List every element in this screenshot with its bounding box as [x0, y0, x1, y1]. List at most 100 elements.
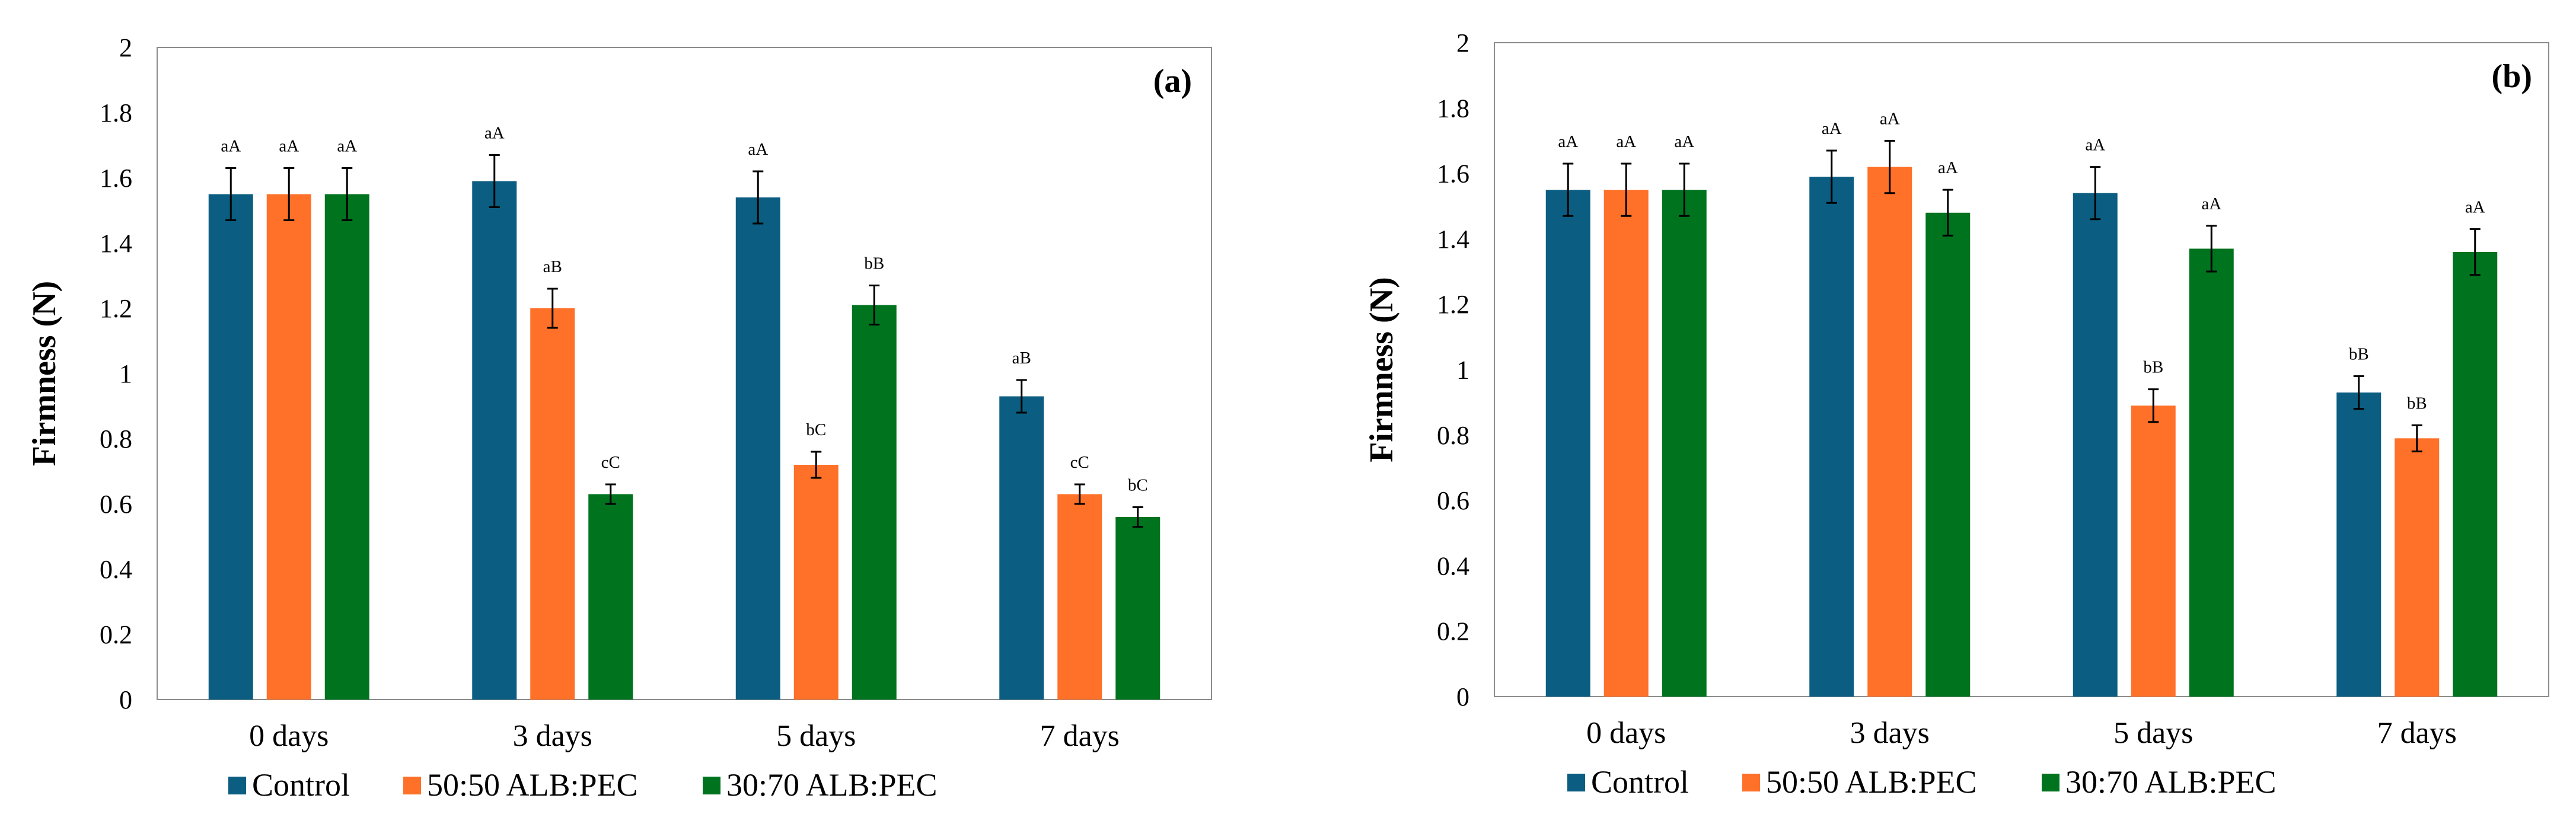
x-tick-label: 5 days: [776, 719, 856, 753]
significance-label: bB: [2349, 345, 2369, 364]
bar: [2453, 251, 2498, 697]
y-tick-label: 0.6: [1437, 486, 1469, 515]
bar: [1662, 190, 1707, 697]
x-tick-label: 3 days: [513, 719, 592, 753]
bar: [588, 494, 633, 700]
bar: [1809, 177, 1854, 697]
bar: [1867, 167, 1912, 697]
y-tick-label: 1.6: [1437, 159, 1469, 189]
legend: Control 50:50 ALB:PEC 30:70 ALB:PEC: [228, 767, 938, 803]
y-tick-label: 1.8: [1437, 94, 1469, 123]
y-tick-label: 1.4: [100, 229, 132, 258]
significance-label: bC: [1128, 476, 1148, 495]
bar: [1115, 517, 1161, 700]
bar: [472, 181, 517, 700]
bar: [1057, 494, 1102, 700]
significance-label: aA: [221, 137, 241, 156]
significance-label: aA: [1822, 119, 1842, 138]
x-tick-label: 0 days: [249, 719, 329, 753]
bar: [208, 194, 253, 700]
significance-label: bB: [2143, 358, 2163, 377]
bar: [735, 197, 780, 700]
significance-label: cC: [601, 453, 620, 472]
legend-swatch: [403, 777, 421, 794]
panel-label: (b): [2492, 58, 2532, 95]
significance-label: aA: [1938, 158, 1958, 177]
y-tick-label: 0.8: [100, 424, 132, 454]
significance-label: aA: [1880, 109, 1900, 128]
legend-swatch: [1742, 774, 1760, 791]
x-tick-label: 7 days: [1040, 719, 1120, 753]
y-tick-label: 1.2: [1437, 290, 1469, 319]
bar: [530, 308, 575, 700]
legend-swatch: [1567, 774, 1585, 791]
y-tick-label: 2: [119, 33, 132, 62]
y-tick-label: 0: [1456, 682, 1469, 711]
significance-label: aA: [279, 137, 299, 156]
y-tick-label: 0.4: [1437, 551, 1469, 580]
bar: [852, 305, 897, 700]
bar: [2189, 248, 2234, 697]
significance-label: aA: [484, 124, 505, 143]
y-tick-label: 0.2: [100, 620, 132, 649]
plot-area-frame: [1494, 42, 2549, 697]
significance-label: aA: [1616, 132, 1636, 151]
significance-label: bC: [806, 420, 826, 439]
bar: [793, 465, 839, 700]
y-tick-label: 1.6: [100, 164, 132, 193]
significance-label: aA: [2201, 194, 2221, 213]
y-tick-label: 0: [119, 685, 132, 714]
significance-label: aA: [748, 140, 768, 159]
significance-label: aB: [543, 257, 562, 276]
bar: [2336, 392, 2381, 697]
chart-panel-1: 0 0.2 0.4 0.6 0.8 1 1.2 1.4 1.6 1.8 2 Firmness (N) (…: [26, 33, 1212, 803]
y-tick-label: 1.8: [100, 98, 132, 127]
significance-label: aB: [1012, 349, 1031, 368]
legend-label: 30:70 ALB:PEC: [2065, 764, 2277, 800]
legend-label: 30:70 ALB:PEC: [726, 767, 938, 803]
x-tick-label: 7 days: [2377, 716, 2457, 750]
plot-area-frame: [157, 47, 1212, 700]
bar: [2131, 406, 2176, 697]
legend-label: Control: [252, 767, 350, 803]
y-axis-label: Firmness (N): [1363, 277, 1400, 462]
legend-swatch: [703, 777, 720, 794]
panel-label: (a): [1153, 63, 1192, 100]
y-tick-label: 1: [1456, 356, 1469, 385]
legend-label: Control: [1591, 764, 1689, 800]
bar: [999, 396, 1044, 700]
bar: [2395, 438, 2440, 697]
bar: [1925, 212, 1971, 697]
y-tick-label: 2: [1456, 28, 1469, 58]
bar: [1603, 190, 1649, 697]
significance-label: aA: [2465, 197, 2485, 216]
y-tick-label: 1: [119, 359, 132, 388]
y-tick-label: 1.4: [1437, 225, 1469, 254]
chart-panel-2: 0 0.2 0.4 0.6 0.8 1 1.2 1.4 1.6 1.8 2 Firmness (N) (…: [1363, 28, 2549, 800]
significance-label: bB: [2407, 394, 2427, 413]
y-tick-label: 0.8: [1437, 421, 1469, 450]
y-tick-label: 0.4: [100, 555, 132, 584]
x-tick-label: 5 days: [2113, 716, 2193, 750]
significance-label: cC: [1070, 453, 1089, 472]
x-tick-label: 0 days: [1586, 716, 1666, 750]
y-axis-label: Firmness (N): [26, 281, 63, 467]
x-tick-label: 3 days: [1850, 716, 1930, 750]
legend-label: 50:50 ALB:PEC: [427, 767, 638, 803]
bar: [1545, 190, 1590, 697]
legend-swatch: [228, 777, 246, 794]
bar: [324, 194, 369, 700]
legend-swatch: [2042, 774, 2059, 791]
significance-label: aA: [2085, 136, 2105, 155]
legend: Control 50:50 ALB:PEC 30:70 ALB:PEC: [1567, 764, 2277, 800]
significance-label: aA: [1674, 132, 1694, 151]
legend-label: 50:50 ALB:PEC: [1766, 764, 1977, 800]
significance-label: aA: [337, 137, 357, 156]
bar: [2073, 193, 2118, 697]
significance-label: aA: [1558, 132, 1578, 151]
y-tick-label: 1.2: [100, 294, 132, 323]
y-tick-label: 0.2: [1437, 617, 1469, 646]
y-tick-label: 0.6: [100, 490, 132, 519]
significance-label: bB: [864, 254, 884, 273]
